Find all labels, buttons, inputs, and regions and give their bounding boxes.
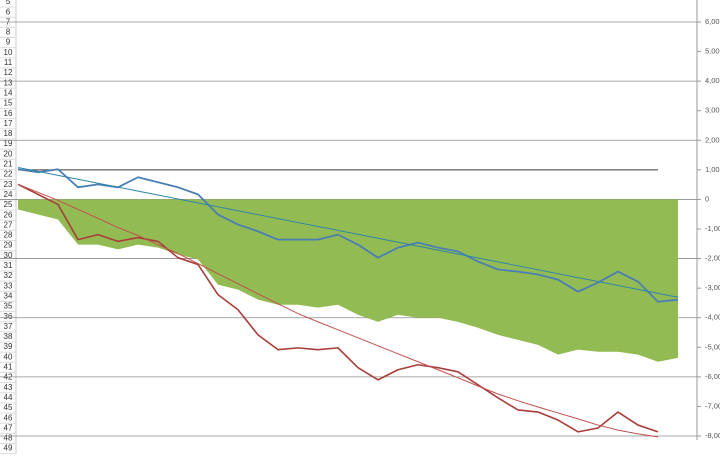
row-header[interactable]: 26 [4,210,13,219]
line [17,168,679,303]
row-header[interactable]: 15 [4,99,13,108]
row-header[interactable]: 8 [6,28,11,37]
y-tick-label: 4,000 [705,76,720,85]
y-tick-label: -7,000 [705,401,720,410]
y-tick-label: 3,000 [705,106,720,115]
row-header[interactable]: 36 [4,312,13,321]
row-header[interactable]: 20 [4,149,13,158]
y-tick-label: 6,000 [705,17,720,26]
row-header[interactable]: 10 [4,48,13,57]
row-header[interactable]: 31 [4,261,13,270]
row-header[interactable]: 16 [4,109,13,118]
y-tick-label: -8,000 [705,431,720,440]
y-tick-label: -5,000 [705,342,720,351]
row-header[interactable]: 43 [4,383,13,392]
row-header[interactable]: 45 [4,403,13,412]
y-tick-label: -2,000 [705,254,720,263]
y-tick-label: -3,000 [705,283,720,292]
row-header[interactable]: 34 [4,291,13,300]
row-header[interactable]: 24 [4,190,13,199]
y-tick-label: -1,000 [705,224,720,233]
row-header[interactable]: 17 [4,119,13,128]
row-header[interactable]: 32 [4,271,13,280]
row-header[interactable]: 21 [4,160,13,169]
row-header[interactable]: 49 [4,444,13,453]
row-header[interactable]: 23 [4,180,13,189]
line [17,167,679,298]
row-header[interactable]: 41 [4,363,13,372]
row-header[interactable]: 39 [4,342,13,351]
row-header[interactable]: 5 [6,0,11,6]
line [17,183,659,433]
row-header[interactable]: 47 [4,423,13,432]
row-header[interactable]: 30 [4,251,13,260]
y-tick-label: 5,000 [705,47,720,56]
row-header[interactable]: 27 [4,220,13,229]
row-header[interactable]: 29 [4,241,13,250]
y-tick-label: 2,000 [705,135,720,144]
row-header[interactable]: 18 [4,129,13,138]
y-tick-label: 0 [705,194,709,203]
line [17,183,659,438]
row-header[interactable]: 35 [4,302,13,311]
row-header[interactable]: 6 [6,7,11,16]
row-header[interactable]: 46 [4,413,13,422]
row-header[interactable]: 33 [4,281,13,290]
row-header[interactable]: 12 [4,68,13,77]
row-header[interactable]: 38 [4,332,13,341]
y-tick-label: -4,000 [705,313,720,322]
row-header[interactable]: 19 [4,139,13,148]
row-header[interactable]: 40 [4,352,13,361]
area [18,199,678,362]
row-header[interactable]: 13 [4,78,13,87]
row-header[interactable]: 22 [4,170,13,179]
y-tick-label: 1,000 [705,165,720,174]
row-header[interactable]: 28 [4,231,13,240]
row-header[interactable]: 11 [4,58,13,67]
row-header[interactable]: 9 [6,38,11,47]
y-tick-label: -6,000 [705,372,720,381]
row-header[interactable]: 14 [4,88,13,97]
row-header[interactable]: 44 [4,393,13,402]
row-header[interactable]: 48 [4,434,13,443]
row-header[interactable]: 25 [4,200,13,209]
row-header[interactable]: 37 [4,322,13,331]
